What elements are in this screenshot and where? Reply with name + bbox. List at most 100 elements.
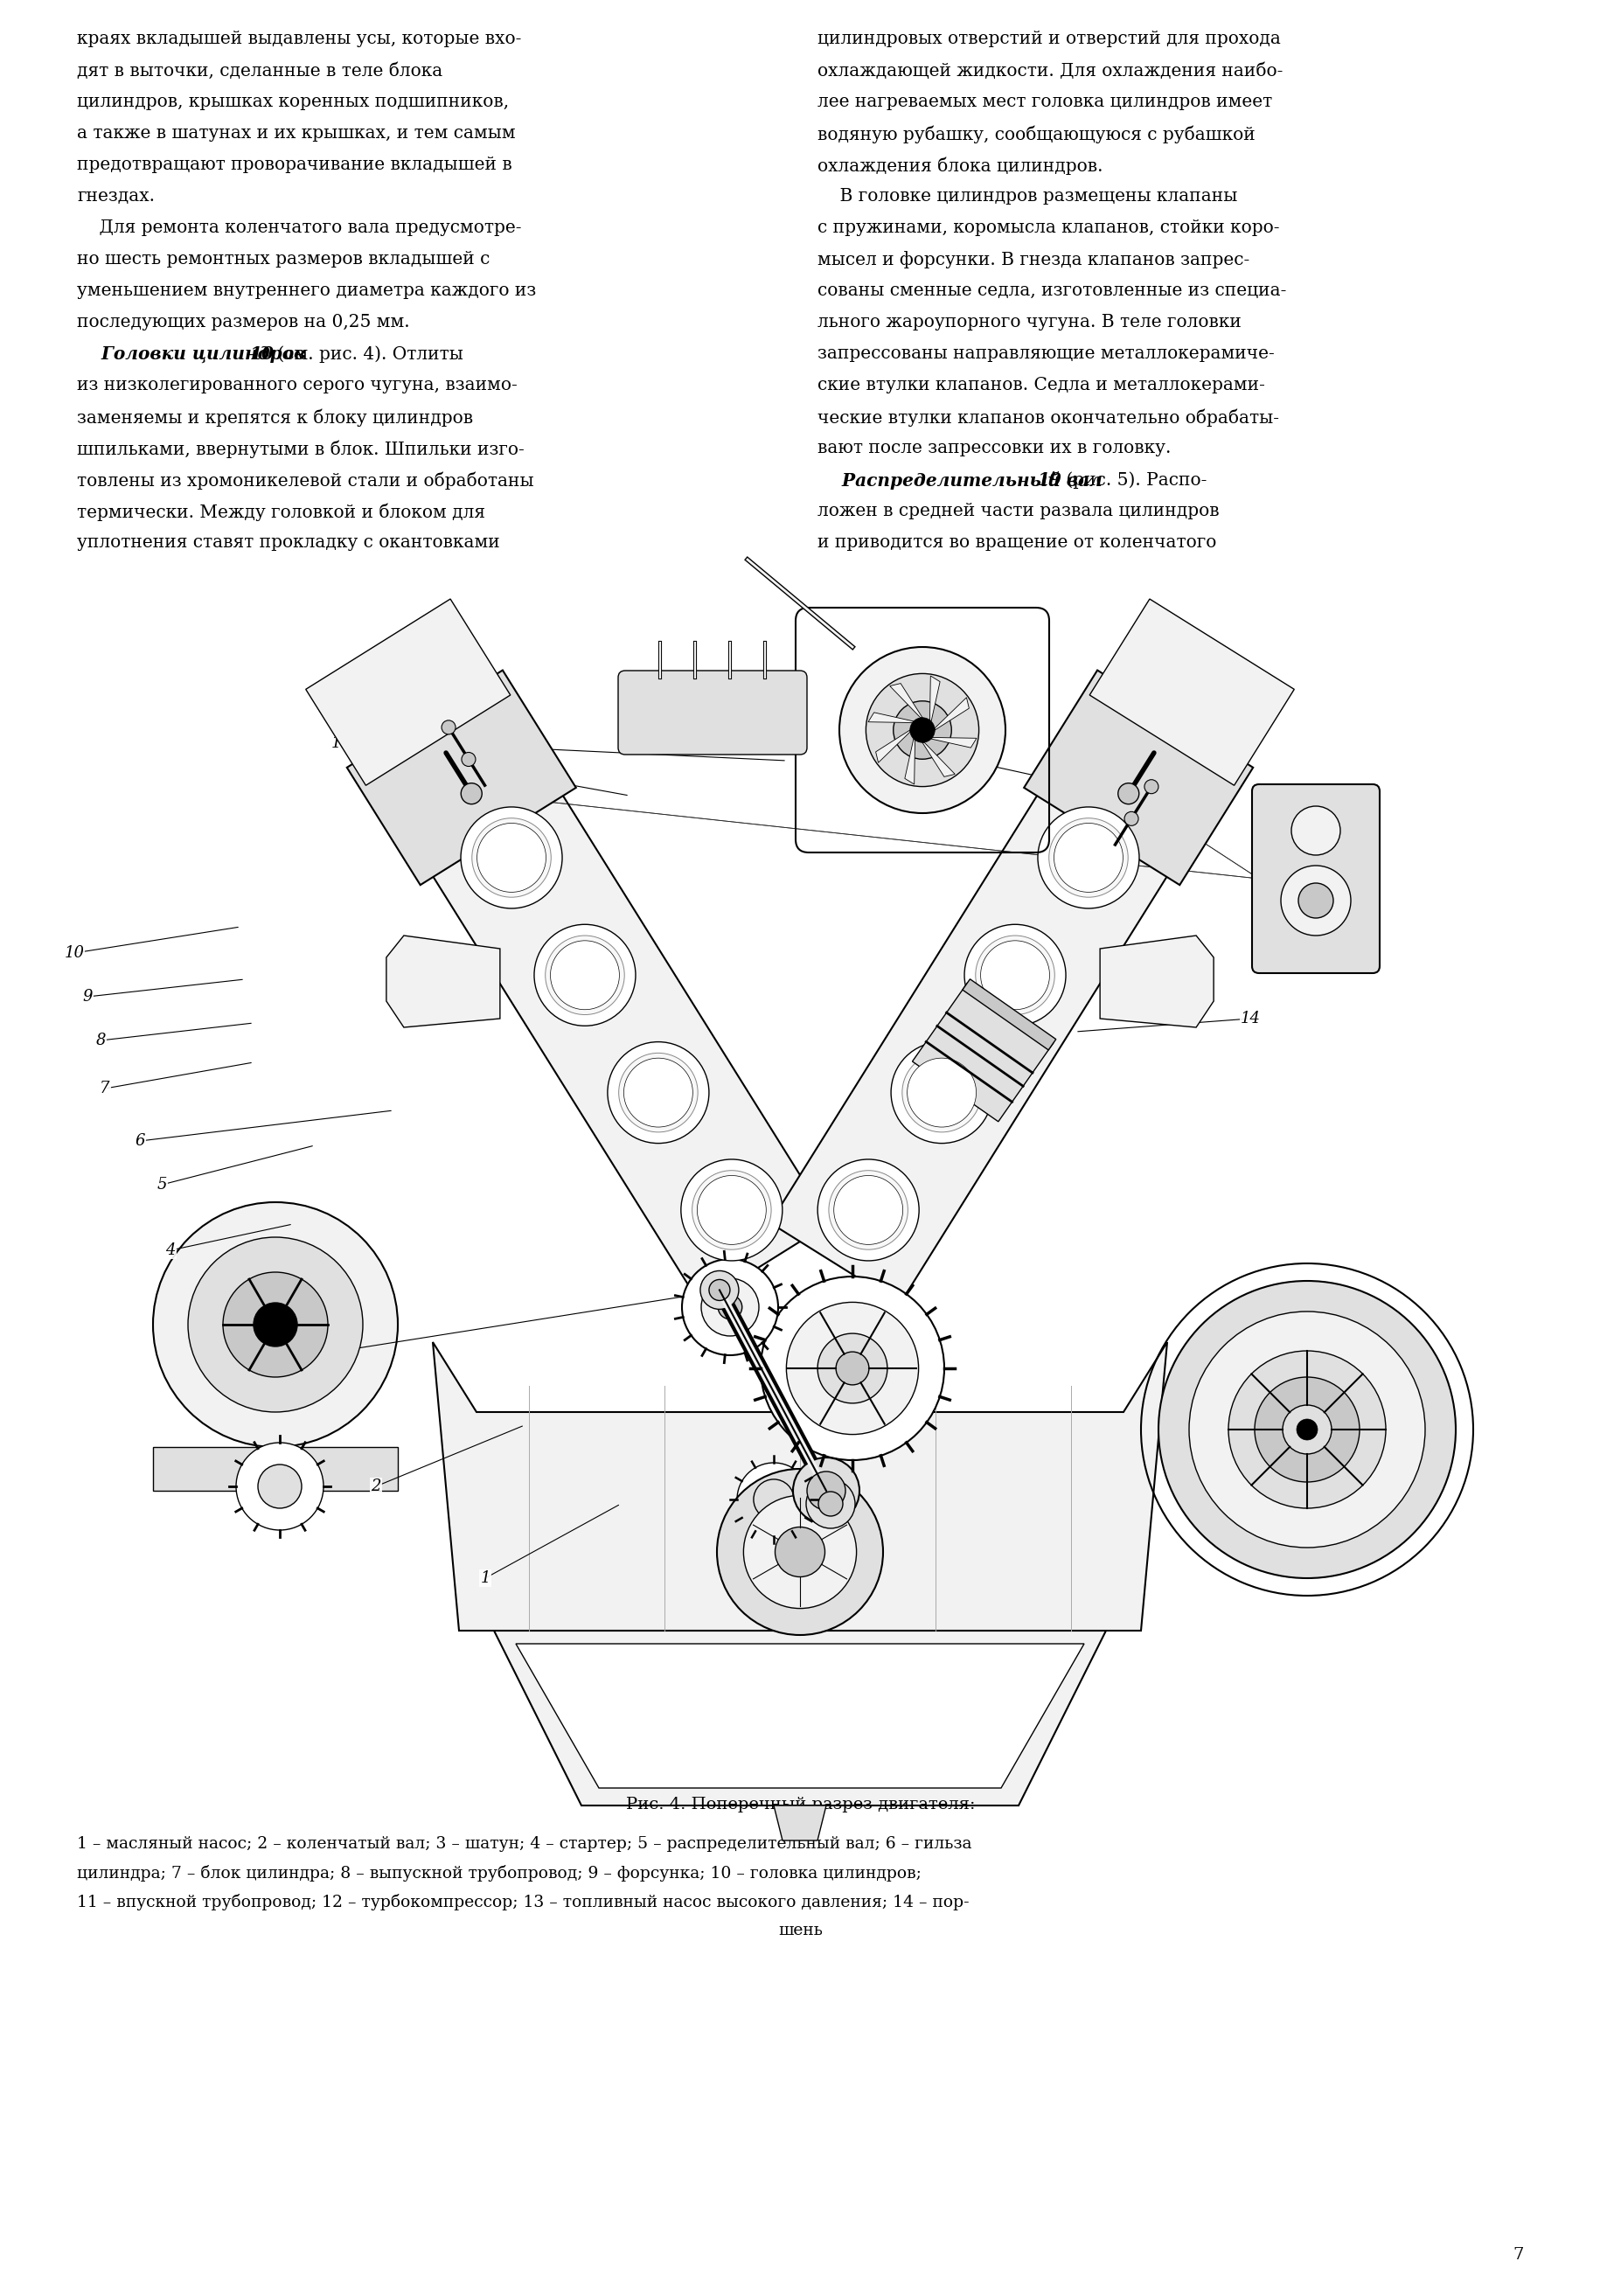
- Circle shape: [1123, 813, 1138, 827]
- FancyBboxPatch shape: [154, 1446, 397, 1490]
- Circle shape: [624, 1058, 693, 1127]
- Polygon shape: [1099, 934, 1213, 1026]
- Text: термически. Между головкой и блоком для: термически. Между головкой и блоком для: [77, 503, 485, 521]
- Text: 10: 10: [250, 344, 274, 363]
- Text: уменьшением внутреннего диаметра каждого из: уменьшением внутреннего диаметра каждого…: [77, 282, 536, 298]
- Circle shape: [1254, 1378, 1358, 1481]
- Text: а также в шатунах и их крышках, и тем самым: а также в шатунах и их крышках, и тем са…: [77, 124, 515, 142]
- Circle shape: [792, 1458, 859, 1525]
- Text: Распределительный вал: Распределительный вал: [818, 471, 1107, 489]
- Circle shape: [461, 806, 562, 909]
- Text: (см. рис. 4). Отлиты: (см. рис. 4). Отлиты: [272, 344, 462, 363]
- Text: цилиндра; 7 – блок цилиндра; 8 – выпускной трубопровод; 9 – форсунка; 10 – голов: цилиндра; 7 – блок цилиндра; 8 – выпускн…: [77, 1864, 922, 1880]
- Text: 2: 2: [371, 1479, 381, 1495]
- Text: 1 – масляный насос; 2 – коленчатый вал; 3 – шатун; 4 – стартер; 5 – распределите: 1 – масляный насос; 2 – коленчатый вал; …: [77, 1837, 971, 1853]
- Circle shape: [1117, 783, 1139, 804]
- Circle shape: [907, 1058, 976, 1127]
- Circle shape: [235, 1442, 323, 1529]
- Circle shape: [608, 1042, 709, 1143]
- Circle shape: [829, 1171, 907, 1249]
- Text: охлаждающей жидкости. Для охлаждения наибо-: охлаждающей жидкости. Для охлаждения наи…: [818, 62, 1282, 78]
- Text: предотвращают проворачивание вкладышей в: предотвращают проворачивание вкладышей в: [77, 156, 512, 172]
- Circle shape: [1048, 817, 1128, 898]
- Text: краях вкладышей выдавлены усы, которые вхо-: краях вкладышей выдавлены усы, которые в…: [77, 30, 522, 48]
- Polygon shape: [912, 983, 1053, 1123]
- Text: водяную рубашку, сообщающуюся с рубашкой: водяную рубашку, сообщающуюся с рубашкой: [818, 124, 1254, 142]
- Circle shape: [736, 1463, 810, 1536]
- Text: с пружинами, коромысла клапанов, стойки коро-: с пружинами, коромысла клапанов, стойки …: [818, 220, 1278, 236]
- Text: 10: 10: [64, 946, 85, 962]
- Polygon shape: [306, 599, 510, 785]
- Text: 12: 12: [410, 735, 429, 751]
- Circle shape: [1298, 884, 1333, 918]
- Circle shape: [760, 1277, 944, 1460]
- Text: мысел и форсунки. В гнезда клапанов запрес-: мысел и форсунки. В гнезда клапанов запр…: [818, 250, 1250, 269]
- Circle shape: [1227, 1350, 1386, 1508]
- Text: заменяемы и крепятся к блоку цилиндров: заменяемы и крепятся к блоку цилиндров: [77, 409, 474, 427]
- Polygon shape: [930, 675, 939, 721]
- Polygon shape: [890, 684, 922, 719]
- Circle shape: [834, 1176, 902, 1244]
- Polygon shape: [494, 1630, 1106, 1805]
- Text: 8: 8: [96, 1033, 106, 1049]
- Text: и приводится во вращение от коленчатого: и приводится во вращение от коленчатого: [818, 535, 1216, 551]
- Circle shape: [442, 721, 456, 735]
- Polygon shape: [875, 730, 909, 762]
- Polygon shape: [773, 1805, 826, 1841]
- Circle shape: [1053, 824, 1122, 893]
- Circle shape: [461, 753, 475, 767]
- Circle shape: [258, 1465, 301, 1508]
- Polygon shape: [931, 737, 976, 748]
- Polygon shape: [934, 698, 968, 730]
- Text: 4: 4: [165, 1242, 176, 1258]
- Text: льного жароупорного чугуна. В теле головки: льного жароупорного чугуна. В теле голов…: [818, 315, 1240, 331]
- Circle shape: [1144, 781, 1158, 794]
- Circle shape: [902, 1054, 981, 1132]
- Circle shape: [253, 1302, 298, 1345]
- Circle shape: [1158, 1281, 1454, 1577]
- Circle shape: [546, 934, 624, 1015]
- Circle shape: [818, 1334, 886, 1403]
- Circle shape: [699, 1270, 738, 1309]
- Circle shape: [477, 824, 546, 893]
- Circle shape: [682, 1258, 778, 1355]
- Circle shape: [717, 1469, 883, 1635]
- Circle shape: [774, 1527, 824, 1577]
- Text: запрессованы направляющие металлокерамиче-: запрессованы направляющие металлокерамич…: [818, 344, 1274, 363]
- Text: товлены из хромоникелевой стали и обработаны: товлены из хромоникелевой стали и обрабо…: [77, 471, 533, 489]
- Text: шень: шень: [778, 1922, 822, 1938]
- Text: 11: 11: [331, 735, 350, 751]
- Circle shape: [691, 1171, 771, 1249]
- Text: 11 – впускной трубопровод; 12 – турбокомпрессор; 13 – топливный насос высокого д: 11 – впускной трубопровод; 12 – турбоком…: [77, 1894, 968, 1910]
- Text: 13: 13: [877, 735, 898, 751]
- Text: 3: 3: [253, 1357, 262, 1371]
- Circle shape: [1291, 806, 1339, 854]
- Text: ские втулки клапанов. Седла и металлокерами-: ские втулки клапанов. Седла и металлокер…: [818, 377, 1264, 393]
- Circle shape: [754, 1479, 794, 1520]
- Circle shape: [818, 1492, 842, 1515]
- Polygon shape: [347, 670, 576, 884]
- Circle shape: [534, 925, 635, 1026]
- Text: ложен в средней части развала цилиндров: ложен в средней части развала цилиндров: [818, 503, 1219, 519]
- Circle shape: [891, 1042, 992, 1143]
- Circle shape: [618, 1054, 698, 1132]
- Text: Рис. 4. Поперечный разрез двигателя:: Рис. 4. Поперечный разрез двигателя:: [626, 1798, 974, 1812]
- Circle shape: [718, 1295, 742, 1320]
- Text: Головки цилиндров: Головки цилиндров: [77, 344, 312, 363]
- Text: 5: 5: [157, 1178, 166, 1192]
- Polygon shape: [366, 689, 829, 1304]
- Polygon shape: [904, 739, 915, 785]
- Circle shape: [709, 1279, 730, 1300]
- Text: из низколегированного серого чугуна, взаимо-: из низколегированного серого чугуна, вза…: [77, 377, 517, 393]
- Text: дят в выточки, сделанные в теле блока: дят в выточки, сделанные в теле блока: [77, 62, 442, 78]
- Text: но шесть ремонтных размеров вкладышей с: но шесть ремонтных размеров вкладышей с: [77, 250, 490, 269]
- Text: ческие втулки клапанов окончательно обрабаты-: ческие втулки клапанов окончательно обра…: [818, 409, 1278, 427]
- Circle shape: [742, 1495, 856, 1609]
- Circle shape: [818, 1159, 918, 1261]
- Circle shape: [786, 1302, 918, 1435]
- Text: 6: 6: [134, 1134, 146, 1148]
- Circle shape: [1037, 806, 1139, 909]
- Polygon shape: [1024, 670, 1253, 884]
- Circle shape: [698, 1176, 766, 1244]
- Polygon shape: [432, 1343, 1166, 1630]
